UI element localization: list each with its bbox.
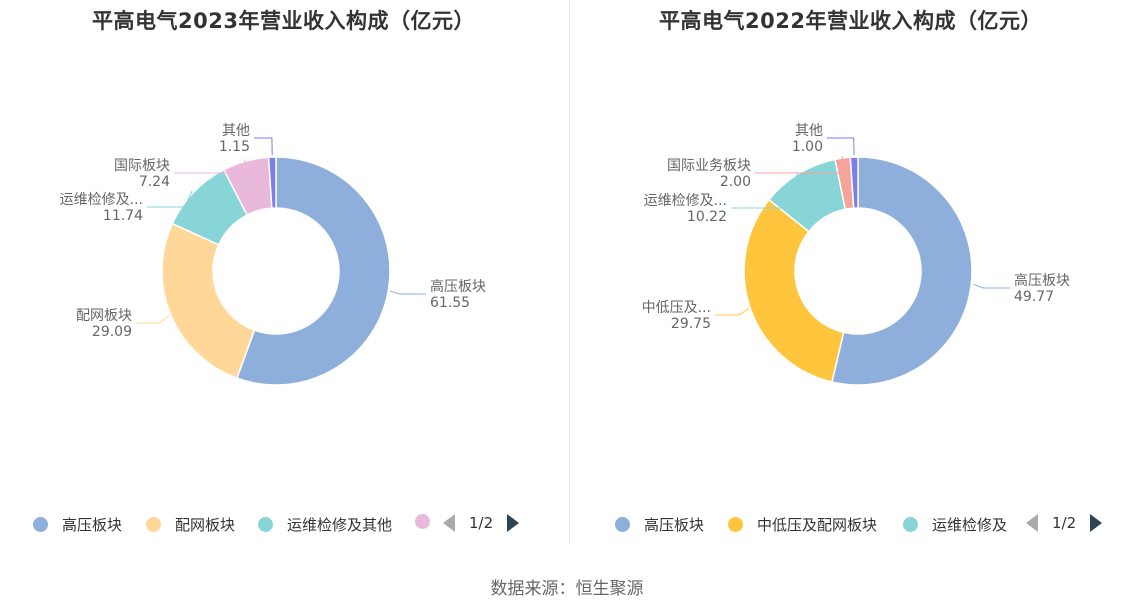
donut-slice[interactable] bbox=[161, 222, 256, 380]
legend: 高压板块 配网板块 运维检修及其他 1/2 bbox=[0, 512, 567, 540]
leader-line bbox=[755, 156, 843, 174]
next-page-icon[interactable] bbox=[1090, 514, 1103, 532]
slice-value: 1.15 bbox=[219, 139, 250, 155]
legend-marker bbox=[146, 517, 161, 532]
leader-line bbox=[390, 290, 426, 295]
slice-label: 国际板块 bbox=[114, 158, 170, 174]
page-indicator: 1/2 bbox=[469, 514, 494, 532]
slice-label: 其他 bbox=[795, 123, 823, 139]
data-source: 数据来源：恒生聚源 bbox=[490, 579, 644, 599]
slice-value: 10.22 bbox=[687, 209, 727, 225]
slice-value: 7.24 bbox=[139, 174, 170, 190]
slice-value: 61.55 bbox=[430, 295, 470, 311]
page-indicator: 1/2 bbox=[1052, 514, 1077, 532]
leader-line bbox=[254, 137, 273, 156]
next-page-icon[interactable] bbox=[507, 514, 520, 532]
leader-line bbox=[973, 283, 1010, 289]
donut-slice[interactable] bbox=[831, 156, 973, 386]
legend-marker bbox=[415, 514, 430, 529]
legend-item-high-voltage[interactable]: 高压板块 bbox=[615, 514, 704, 535]
legend-label: 配网板块 bbox=[175, 516, 236, 534]
slice-value: 29.75 bbox=[671, 316, 711, 332]
legend-label: 中低压及配网板块 bbox=[757, 516, 878, 534]
donut-slice[interactable] bbox=[849, 156, 859, 209]
legend-marker bbox=[258, 517, 273, 532]
slice-label: 运维检修及... bbox=[60, 192, 143, 208]
leader-line bbox=[174, 159, 246, 174]
slice-label: 国际业务板块 bbox=[667, 158, 751, 174]
slice-label: 高压板块 bbox=[430, 278, 486, 295]
legend-label: 高压板块 bbox=[62, 516, 123, 534]
legend-marker bbox=[33, 517, 48, 532]
legend-marker bbox=[728, 517, 743, 532]
donut-slice[interactable] bbox=[743, 198, 845, 383]
legend-marker bbox=[903, 517, 918, 532]
slice-label: 运维检修及... bbox=[644, 193, 727, 209]
slice-label: 配网板块 bbox=[76, 308, 132, 324]
leader-line bbox=[136, 315, 170, 324]
donut-slice[interactable] bbox=[235, 156, 391, 386]
slice-value: 2.00 bbox=[720, 174, 751, 190]
slice-label: 其他 bbox=[222, 123, 250, 139]
slice-label: 中低压及... bbox=[642, 300, 711, 316]
chart-title: 平高电气2023年营业收入构成（亿元） bbox=[92, 9, 475, 33]
legend-item-mid-low-voltage[interactable]: 中低压及配网板块 bbox=[728, 514, 877, 535]
legend-item-international[interactable] bbox=[415, 514, 444, 529]
leader-line bbox=[827, 137, 855, 156]
legend: 高压板块 中低压及配网板块 运维检修及 1/2 bbox=[567, 512, 1134, 540]
panel-divider bbox=[569, 0, 570, 545]
legend-label: 运维检修及其他 bbox=[287, 516, 393, 534]
legend-pager: 1/2 bbox=[443, 514, 520, 532]
prev-page-icon[interactable] bbox=[443, 514, 455, 532]
leader-line bbox=[147, 190, 193, 208]
slice-value: 29.09 bbox=[92, 324, 132, 340]
chart-panel-2023: 平高电气2023年营业收入构成（亿元） 高压板块 61.55 配网板块 29.09 运维… bbox=[0, 0, 567, 545]
chart-title: 平高电气2022年营业收入构成（亿元） bbox=[659, 9, 1042, 33]
legend-marker bbox=[615, 517, 630, 532]
legend-item-maintenance[interactable]: 运维检修及 bbox=[903, 514, 1007, 535]
slice-value: 11.74 bbox=[103, 208, 143, 224]
slice-value: 1.00 bbox=[792, 139, 823, 155]
legend-item-maintenance[interactable]: 运维检修及其他 bbox=[258, 514, 392, 535]
slice-label: 高压板块 bbox=[1014, 272, 1070, 289]
slice-value: 49.77 bbox=[1014, 289, 1054, 305]
legend-label: 高压板块 bbox=[644, 516, 705, 534]
legend-pager: 1/2 bbox=[1026, 514, 1103, 532]
legend-label: 运维检修及 bbox=[932, 516, 1008, 534]
chart-panel-2022: 平高电气2022年营业收入构成（亿元） 高压板块 49.77 中低压及... 29.7… bbox=[567, 0, 1134, 545]
donut-slice[interactable] bbox=[267, 156, 277, 209]
legend-item-distribution[interactable]: 配网板块 bbox=[146, 514, 235, 535]
leader-line bbox=[715, 308, 749, 316]
legend-item-high-voltage[interactable]: 高压板块 bbox=[33, 514, 122, 535]
prev-page-icon[interactable] bbox=[1026, 514, 1038, 532]
leader-line bbox=[731, 172, 798, 209]
